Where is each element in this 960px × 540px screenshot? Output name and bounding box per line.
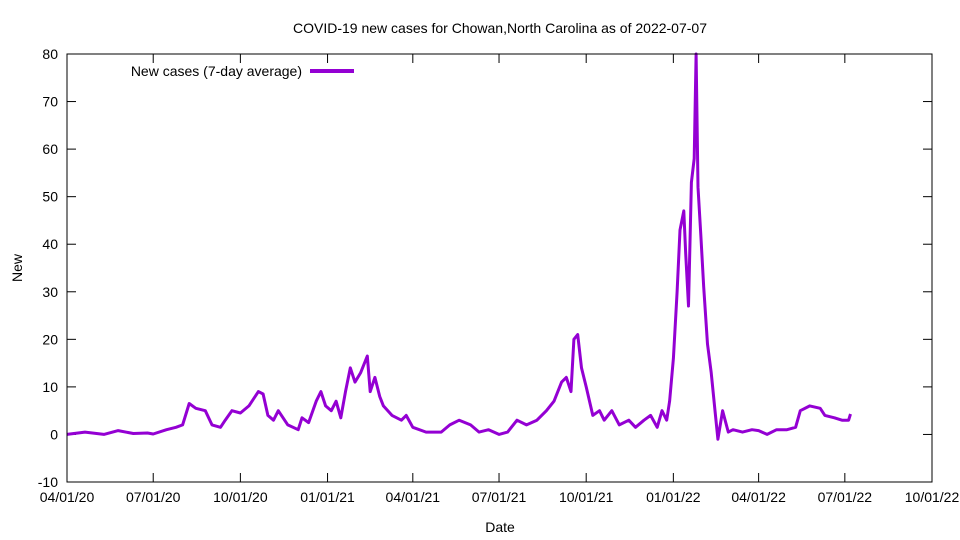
x-tick-label: 10/01/22	[905, 489, 960, 505]
y-axis-label: New	[9, 253, 25, 282]
x-tick-label: 10/01/20	[213, 489, 268, 505]
y-tick-label: -10	[38, 474, 58, 490]
x-tick-label: 04/01/20	[40, 489, 95, 505]
series-line	[66, 52, 852, 441]
y-tick-label: 30	[42, 284, 58, 300]
x-tick-label: 10/01/21	[559, 489, 614, 505]
x-tick-label: 07/01/20	[126, 489, 181, 505]
y-tick-label: 80	[42, 46, 58, 62]
x-tick-label: 04/01/22	[731, 489, 786, 505]
x-tick-label: 04/01/21	[386, 489, 441, 505]
x-tick-label: 07/01/21	[472, 489, 527, 505]
chart-title: COVID-19 new cases for Chowan,North Caro…	[293, 20, 707, 36]
legend-label: New cases (7-day average)	[131, 63, 302, 79]
y-tick-label: 60	[42, 141, 58, 157]
plot-frame	[66, 53, 933, 483]
y-tick-label: 10	[42, 379, 58, 395]
y-tick-label: 50	[42, 189, 58, 205]
x-tick-label: 01/01/21	[300, 489, 355, 505]
legend: New cases (7-day average)	[131, 63, 354, 79]
x-axis-label: Date	[485, 519, 515, 535]
x-tick-label: 07/01/22	[818, 489, 873, 505]
x-tick-label: 01/01/22	[646, 489, 701, 505]
y-tick-label: 40	[42, 236, 58, 252]
y-tick-label: 20	[42, 331, 58, 347]
y-tick-label: 70	[42, 94, 58, 110]
y-tick-label: 0	[50, 426, 58, 442]
